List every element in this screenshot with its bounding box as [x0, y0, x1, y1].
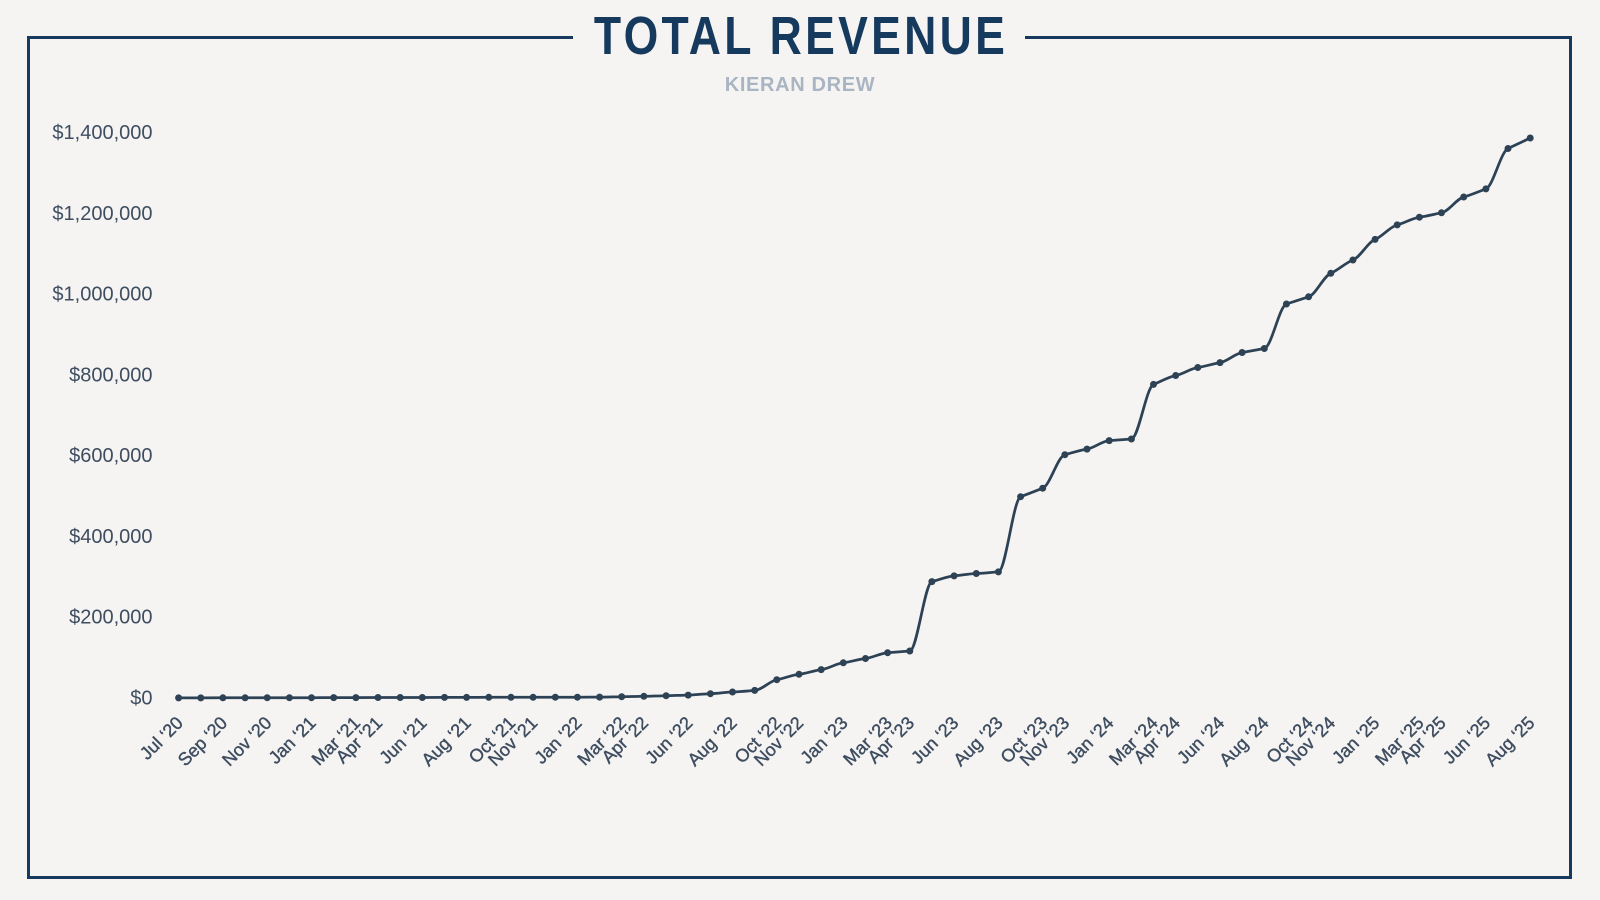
svg-text:Aug ‘23: Aug ‘23 [949, 713, 1006, 770]
svg-text:$400,000: $400,000 [69, 526, 152, 548]
svg-text:$600,000: $600,000 [69, 445, 152, 467]
svg-text:$800,000: $800,000 [69, 364, 152, 386]
svg-text:$1,200,000: $1,200,000 [52, 203, 152, 225]
svg-text:$0: $0 [130, 688, 152, 710]
svg-text:$1,400,000: $1,400,000 [52, 122, 152, 144]
svg-text:Aug ‘21: Aug ‘21 [418, 713, 475, 770]
svg-text:Nov ‘20: Nov ‘20 [218, 713, 275, 770]
svg-text:Aug ‘22: Aug ‘22 [684, 713, 741, 770]
svg-text:$200,000: $200,000 [69, 607, 152, 629]
svg-text:Aug ‘24: Aug ‘24 [1215, 713, 1272, 770]
svg-text:Aug ‘25: Aug ‘25 [1481, 713, 1538, 770]
svg-text:$1,000,000: $1,000,000 [52, 284, 152, 306]
